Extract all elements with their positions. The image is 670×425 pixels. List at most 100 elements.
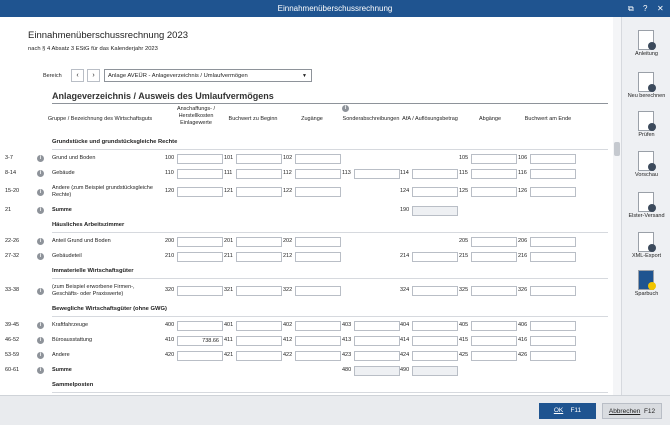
input-field[interactable] <box>412 350 458 361</box>
field-code: 401 <box>224 321 234 328</box>
next-button[interactable]: › <box>87 69 100 82</box>
input-field[interactable] <box>295 286 341 296</box>
input-field[interactable] <box>295 168 341 179</box>
input-field[interactable] <box>530 187 576 197</box>
window-title: Einnahmenüberschussrechnung <box>277 4 393 13</box>
input-field[interactable] <box>412 320 458 331</box>
input-field[interactable] <box>412 335 458 346</box>
input-field[interactable] <box>471 335 517 346</box>
input-field[interactable] <box>412 251 458 262</box>
info-icon[interactable]: i <box>37 367 44 374</box>
input-field[interactable] <box>177 251 223 262</box>
input-field[interactable] <box>471 168 517 179</box>
info-icon[interactable]: i <box>342 105 349 112</box>
dropdown-arrow: ▼ <box>302 73 307 79</box>
field-code: 200 <box>165 237 175 244</box>
input-field[interactable] <box>471 251 517 262</box>
scrollbar[interactable] <box>613 17 621 395</box>
info-icon[interactable]: i <box>37 352 44 359</box>
field-code: 403 <box>342 321 352 328</box>
scroll-thumb[interactable] <box>614 142 620 156</box>
info-icon[interactable]: i <box>37 253 44 260</box>
info-icon[interactable]: i <box>37 188 44 196</box>
input-field[interactable] <box>295 187 341 197</box>
sidebar-button[interactable]: Prüfen <box>622 109 670 141</box>
input-field[interactable] <box>471 187 517 197</box>
input-field[interactable]: 738.66 <box>177 335 223 346</box>
column-header: Buchwert zu Beginn <box>228 116 278 122</box>
input-field[interactable] <box>236 187 282 197</box>
input-field[interactable] <box>412 286 458 296</box>
sidebar-button[interactable]: Neu berechnen <box>622 70 670 102</box>
input-field[interactable] <box>236 251 282 262</box>
input-field[interactable] <box>177 187 223 197</box>
input-field[interactable] <box>236 236 282 247</box>
input-field[interactable] <box>295 320 341 331</box>
cancel-button[interactable]: Abbrechen F12 <box>602 403 662 419</box>
sidebar-button[interactable]: Sparbuch <box>622 268 670 300</box>
sidebar-button[interactable]: Elster-Versand <box>622 190 670 222</box>
input-field[interactable] <box>236 320 282 331</box>
info-icon[interactable]: i <box>37 207 44 214</box>
input-field[interactable] <box>177 286 223 296</box>
input-field[interactable] <box>236 153 282 164</box>
input-field[interactable] <box>471 153 517 164</box>
input-field[interactable] <box>236 350 282 361</box>
sidebar-label: XML-Export <box>631 253 662 259</box>
input-field[interactable] <box>177 320 223 331</box>
help-icon[interactable]: ? <box>643 4 648 13</box>
input-field[interactable] <box>471 286 517 296</box>
input-field[interactable] <box>295 153 341 164</box>
close-icon[interactable]: ✕ <box>657 4 664 13</box>
sidebar-label: Neu berechnen <box>627 93 666 99</box>
field-code: 402 <box>283 321 293 328</box>
field-code: 326 <box>518 287 528 293</box>
input-field[interactable] <box>530 236 576 247</box>
info-icon[interactable]: i <box>37 337 44 344</box>
popout-icon[interactable]: ⧉ <box>628 4 634 13</box>
input-field[interactable] <box>177 168 223 179</box>
sidebar-button[interactable]: Vorschau <box>622 149 670 181</box>
input-field[interactable] <box>471 236 517 247</box>
input-field[interactable] <box>530 153 576 164</box>
input-field[interactable] <box>236 335 282 346</box>
input-field[interactable] <box>354 168 400 179</box>
input-field[interactable] <box>295 350 341 361</box>
input-field[interactable] <box>412 187 458 197</box>
field-code: 406 <box>518 321 528 328</box>
input-field[interactable] <box>295 251 341 262</box>
input-field[interactable] <box>412 168 458 179</box>
input-field[interactable] <box>530 350 576 361</box>
input-field[interactable] <box>177 236 223 247</box>
input-field[interactable] <box>295 335 341 346</box>
info-icon[interactable]: i <box>37 155 44 162</box>
field-code: 411 <box>224 336 233 343</box>
field-code: 320 <box>165 287 175 293</box>
info-icon[interactable]: i <box>37 170 44 177</box>
info-icon[interactable]: i <box>37 238 44 245</box>
input-field[interactable] <box>354 335 400 346</box>
input-field[interactable] <box>530 251 576 262</box>
input-field[interactable] <box>236 168 282 179</box>
input-field[interactable] <box>471 320 517 331</box>
field-code: 214 <box>400 252 410 259</box>
input-field[interactable] <box>530 168 576 179</box>
input-field[interactable] <box>530 286 576 296</box>
sidebar-button[interactable]: XML-Export <box>622 230 670 262</box>
info-icon[interactable]: i <box>37 287 44 295</box>
input-field[interactable] <box>354 350 400 361</box>
input-field[interactable] <box>177 350 223 361</box>
input-field[interactable] <box>530 320 576 331</box>
ok-button[interactable]: OK F11 <box>539 403 596 419</box>
input-field[interactable] <box>295 236 341 247</box>
bereich-dropdown[interactable]: Anlage AVEÜR - Anlageverzeichnis / Umlau… <box>104 69 312 82</box>
input-field[interactable] <box>530 335 576 346</box>
input-field[interactable] <box>236 286 282 296</box>
row-label: Grund und Boden <box>52 154 96 161</box>
prev-button[interactable]: ‹ <box>71 69 84 82</box>
input-field[interactable] <box>471 350 517 361</box>
info-icon[interactable]: i <box>37 322 44 329</box>
sidebar-button[interactable]: Anleitung <box>622 28 670 60</box>
input-field[interactable] <box>177 153 223 164</box>
input-field[interactable] <box>354 320 400 331</box>
